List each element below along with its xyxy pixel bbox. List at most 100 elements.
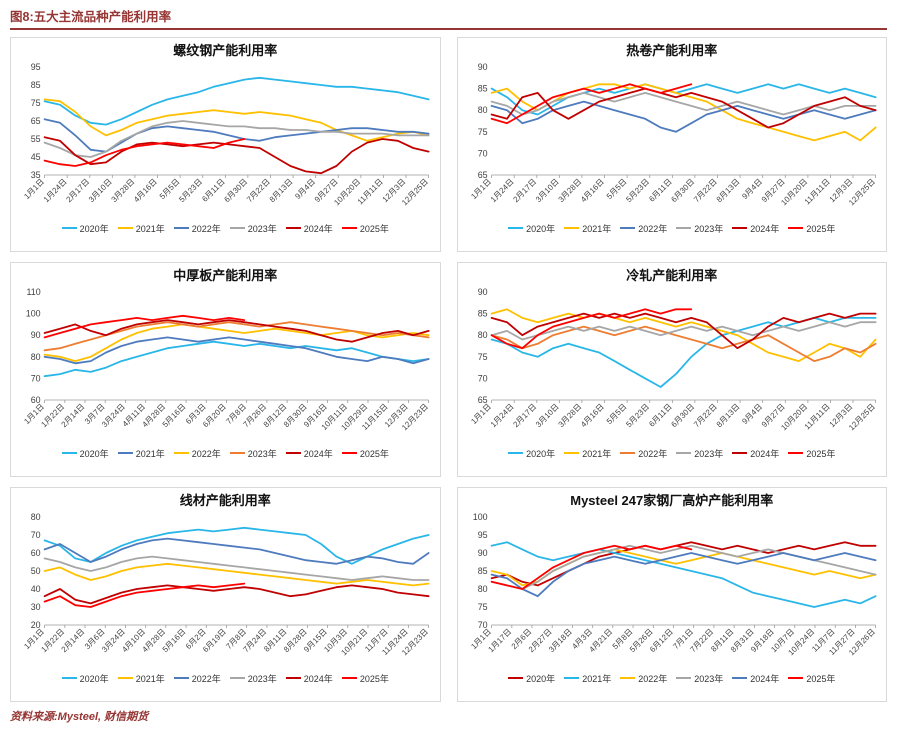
- svg-text:3月10日: 3月10日: [533, 177, 560, 204]
- svg-text:5月23日: 5月23日: [624, 177, 651, 204]
- chart-plot: 354555657585951月1日1月24日2月17日3月10日3月28日4月…: [22, 62, 430, 207]
- legend-marker-line: [620, 227, 636, 229]
- svg-text:8月13日: 8月13日: [268, 177, 295, 204]
- legend-label: 2022年: [638, 448, 668, 459]
- legend-marker-line: [285, 677, 301, 679]
- svg-text:70: 70: [477, 148, 487, 158]
- legend-item: 2020年: [508, 447, 555, 460]
- svg-text:35: 35: [31, 170, 41, 180]
- legend-marker-line: [173, 677, 189, 679]
- svg-text:1月24日: 1月24日: [42, 177, 69, 204]
- chart-plot: 607080901001101月1日1月22日2月14日3月7日3月24日4月1…: [22, 287, 430, 432]
- chart-legend: 2020年 2021年 2022年 2023年 2024年 2025年: [13, 221, 438, 235]
- legend-marker-line: [788, 452, 804, 454]
- legend-item: 2020年: [61, 447, 109, 460]
- legend-item: 2023年: [229, 447, 277, 460]
- svg-text:50: 50: [31, 566, 41, 576]
- legend-label: 2024年: [303, 673, 333, 684]
- svg-text:5月23日: 5月23日: [177, 177, 204, 204]
- legend-item: 2021年: [564, 447, 611, 460]
- svg-text:6月11日: 6月11日: [200, 177, 226, 204]
- legend-label: 2022年: [191, 673, 221, 684]
- svg-text:110: 110: [26, 287, 40, 297]
- legend-item: 2023年: [676, 222, 723, 235]
- legend-item: 2025年: [788, 447, 835, 460]
- svg-text:6月30日: 6月30日: [669, 177, 696, 204]
- legend-marker-line: [508, 227, 524, 229]
- legend-marker-line: [61, 677, 77, 679]
- legend-marker-line: [229, 677, 245, 679]
- svg-text:65: 65: [477, 395, 487, 405]
- legend-item: 2020年: [61, 672, 109, 685]
- legend-marker-line: [341, 452, 357, 454]
- svg-text:4月16日: 4月16日: [132, 177, 159, 204]
- figure-heading: 图8:五大主流品种产能利用率: [10, 5, 887, 30]
- chart-plot: 6570758085901月1日1月24日2月17日3月10日3月28日4月16…: [469, 62, 877, 207]
- legend-label: 2023年: [694, 673, 724, 684]
- legend-item: 2023年: [676, 672, 723, 685]
- chart-panel: 螺纹钢产能利用率 35 45 55 65 75 85 95 1月1日 1月24日 2月17日 3月1…: [10, 37, 441, 252]
- svg-text:85: 85: [477, 566, 487, 576]
- legend-item: 2024年: [285, 222, 333, 235]
- chart-plot: 7075808590951001月1日1月17日2月6日2月27日3月18日4月…: [469, 512, 877, 657]
- chart-panel: 中厚板产能利用率 60 70 80 90 100 110 1月1日 1月22日 2月14日 3月7…: [10, 262, 441, 477]
- legend-label: 2025年: [359, 223, 389, 234]
- chart-legend: 2020年 2021年 2022年 2023年 2024年 2025年: [13, 446, 438, 460]
- legend-marker-line: [676, 227, 692, 229]
- legend-item: 2021年: [117, 672, 165, 685]
- svg-text:3月10日: 3月10日: [87, 177, 114, 204]
- chart-title: Mysteel 247家钢厂高炉产能利用率: [570, 493, 774, 508]
- legend-marker-line: [620, 452, 636, 454]
- svg-text:1月24日: 1月24日: [488, 402, 515, 429]
- chart-panel: 线材产能利用率 20 30 40 50 60 70 80 1月1日 1月22日 2月14日 3月6日…: [10, 487, 441, 702]
- legend-marker-line: [788, 677, 804, 679]
- legend-label: 2025年: [359, 673, 389, 684]
- legend-item: 2024年: [285, 672, 333, 685]
- legend-label: 2022年: [638, 223, 668, 234]
- legend-marker-line: [117, 677, 133, 679]
- legend-marker-line: [117, 452, 133, 454]
- legend-label: 2020年: [526, 673, 556, 684]
- legend-item: 2021年: [564, 222, 611, 235]
- legend-label: 2022年: [191, 223, 221, 234]
- legend-marker-line: [117, 227, 133, 229]
- svg-text:85: 85: [477, 84, 487, 94]
- legend-item: 2020年: [508, 222, 555, 235]
- legend-label: 2023年: [247, 448, 277, 459]
- svg-text:80: 80: [31, 352, 41, 362]
- svg-text:30: 30: [31, 602, 41, 612]
- legend-item: 2020年: [61, 222, 109, 235]
- legend-item: 2025年: [341, 447, 389, 460]
- legend-marker-line: [285, 227, 301, 229]
- svg-text:60: 60: [31, 548, 41, 558]
- svg-text:7月22日: 7月22日: [692, 177, 719, 204]
- legend-item: 2024年: [285, 447, 333, 460]
- svg-text:4月16日: 4月16日: [579, 177, 606, 204]
- legend-marker-line: [285, 452, 301, 454]
- legend-label: 2020年: [526, 223, 556, 234]
- svg-text:75: 75: [477, 127, 487, 137]
- legend-label: 2025年: [806, 673, 836, 684]
- svg-text:1月24日: 1月24日: [488, 177, 515, 204]
- legend-item: 2023年: [676, 447, 723, 460]
- chart-legend: 2020年 2021年 2022年 2023年 2024年 2025年: [13, 671, 438, 685]
- legend-item: 2024年: [732, 222, 779, 235]
- legend-label: 2021年: [135, 223, 165, 234]
- svg-text:80: 80: [477, 330, 487, 340]
- source-note: 资料来源:Mysteel, 财信期货: [10, 711, 149, 723]
- legend-label: 2022年: [638, 673, 668, 684]
- legend-label: 2021年: [582, 223, 612, 234]
- legend-item: 2022年: [620, 672, 667, 685]
- legend-marker-line: [341, 227, 357, 229]
- legend-marker-line: [341, 677, 357, 679]
- legend-marker-line: [61, 452, 77, 454]
- legend-marker-line: [229, 452, 245, 454]
- legend-label: 2023年: [247, 673, 277, 684]
- legend-marker-line: [732, 677, 748, 679]
- svg-text:5月23日: 5月23日: [624, 402, 651, 429]
- charts-grid: 螺纹钢产能利用率 35 45 55 65 75 85 95 1月1日 1月24日 2月17日 3月1…: [10, 37, 887, 702]
- legend-marker-line: [508, 452, 524, 454]
- legend-label: 2020年: [79, 223, 109, 234]
- svg-text:65: 65: [31, 116, 41, 126]
